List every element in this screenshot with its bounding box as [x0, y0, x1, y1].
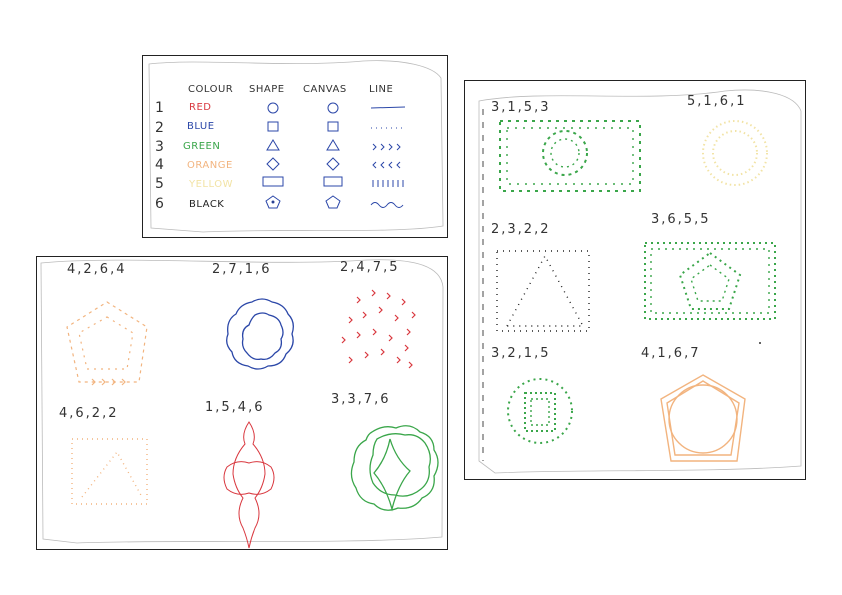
legend-canvas-column: [323, 102, 343, 209]
blue-wavy-circle-drawing: [226, 298, 294, 370]
triangle-icon: [326, 139, 340, 151]
legend-colour-black: BLACK: [189, 199, 224, 210]
legend-drawing: COLOUR SHAPE CANVAS LINE 1 2 3 4 5 6 RED…: [148, 60, 444, 233]
pentagon-icon: [265, 195, 281, 209]
legend-colour-red: RED: [189, 102, 211, 113]
code-label: 3,3,7,6: [331, 392, 390, 407]
left-panel: 4,2,6,4 2,7,1,6 2,4,7,5 4,6,2,2 1,5,4,6 …: [36, 256, 448, 550]
diamond-icon: [266, 157, 280, 171]
paper-outline: [478, 89, 802, 474]
diamond-icon: [326, 157, 340, 171]
legend-colour-yellow: YELLOW: [188, 179, 233, 190]
legend-row-num: 2: [155, 120, 164, 136]
code-label: 1,5,4,6: [205, 400, 264, 415]
right-panel: 3,1,5,3 5,1,6,1 2,3,2,2 3,6,5,5 3,2,1,5 …: [464, 80, 806, 480]
ticks-line-icon: [372, 180, 404, 187]
legend-header-line: LINE: [369, 84, 393, 95]
paper-outline: [40, 259, 444, 544]
code-label: 4,2,6,4: [67, 262, 126, 277]
chevron-right-line-icon: [372, 143, 401, 151]
code-label: 2,3,2,2: [491, 222, 550, 237]
rectangle-icon: [323, 176, 343, 187]
legend-header-colour: COLOUR: [188, 84, 233, 95]
triangle-icon: [266, 139, 280, 151]
legend-row-num: 5: [155, 176, 164, 192]
wavy-line-icon: [370, 202, 404, 208]
code-label: 4,1,6,7: [641, 346, 700, 361]
orange-dotted-square-drawing: [71, 438, 148, 505]
code-label: 2,7,1,6: [212, 262, 271, 277]
square-icon: [327, 121, 339, 132]
code-label: 3,1,5,3: [491, 100, 550, 115]
red-wavy-diamond-drawing: [223, 421, 275, 549]
legend-header-shape: SHAPE: [249, 84, 285, 95]
legend-colour-orange: ORANGE: [187, 160, 233, 171]
code-label: 4,6,2,2: [59, 406, 118, 421]
legend-row-num: 6: [155, 196, 164, 212]
legend-row-num: 1: [155, 100, 164, 116]
legend-row-num: 4: [155, 157, 164, 173]
legend-panel: COLOUR SHAPE CANVAS LINE 1 2 3 4 5 6 RED…: [142, 55, 448, 238]
orange-pentagon-chevron-drawing: [66, 301, 148, 386]
rectangle-icon: [262, 176, 284, 187]
code-label: 3,6,5,5: [651, 212, 710, 227]
red-chevron-scatter-drawing: [341, 289, 416, 369]
code-label: 3,2,1,5: [491, 346, 550, 361]
green-ticks-circle-square-drawing: [507, 378, 573, 444]
legend-colour-green: GREEN: [183, 141, 220, 152]
black-dotted-square-triangle-drawing: [496, 250, 590, 332]
square-icon: [267, 121, 279, 132]
legend-header-canvas: CANVAS: [303, 84, 347, 95]
circle-icon: [267, 102, 279, 114]
circle-icon: [327, 102, 339, 114]
green-chevron-rectangle-drawing: [499, 120, 641, 192]
stray-mark: [759, 342, 761, 344]
code-label: 2,4,7,5: [340, 260, 399, 275]
green-ticks-rectangle-pentagon-drawing: [644, 242, 776, 320]
pentagon-icon: [325, 195, 341, 209]
yellow-ticks-circle-drawing: [702, 120, 768, 186]
right-drawings: 3,1,5,3 5,1,6,1 2,3,2,2 3,6,5,5 3,2,1,5 …: [478, 89, 802, 474]
solid-line-icon: [370, 106, 406, 109]
orange-pentagon-circle-drawing: [660, 374, 746, 462]
legend-colour-blue: BLUE: [187, 121, 215, 132]
left-drawings: 4,2,6,4 2,7,1,6 2,4,7,5 4,6,2,2 1,5,4,6 …: [40, 259, 444, 549]
paper-outline: [148, 60, 444, 233]
chevron-left-line-icon: [372, 161, 401, 169]
legend-shape-column: [262, 102, 284, 209]
dot-icon: [271, 200, 275, 204]
legend-line-column: [370, 106, 406, 208]
legend-row-num: 3: [155, 139, 164, 155]
code-label: 5,1,6,1: [687, 94, 746, 109]
green-wavy-circle-diamond-drawing: [350, 425, 439, 512]
